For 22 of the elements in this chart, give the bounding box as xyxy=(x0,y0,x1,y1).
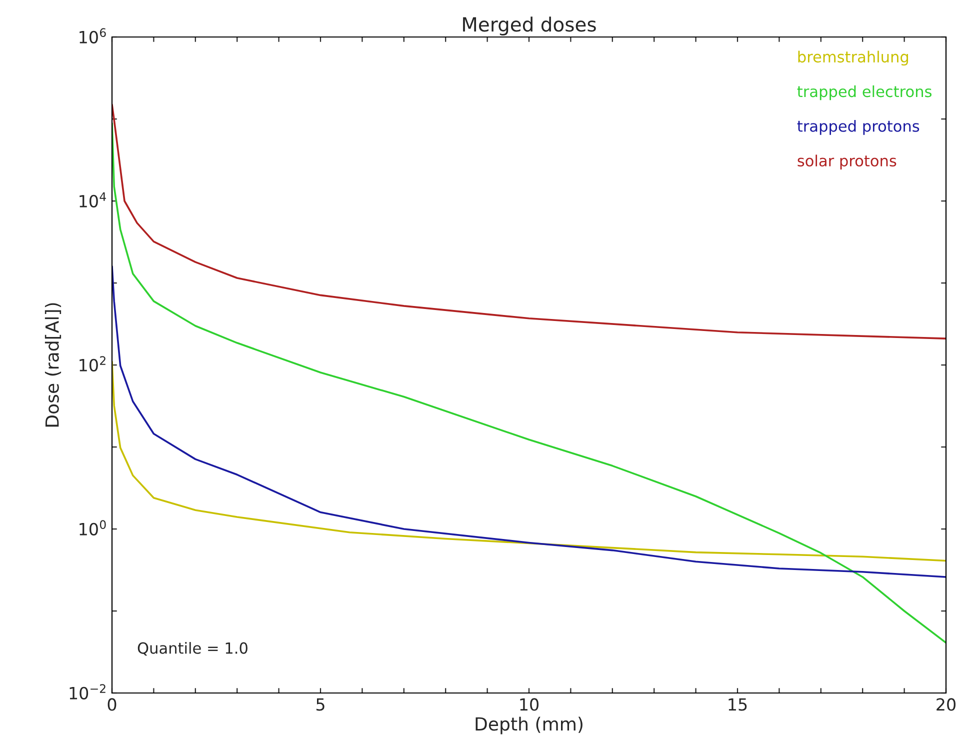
text: trapped electrons xyxy=(797,85,932,100)
y-tick-label: 10$^{0}$ xyxy=(80,520,106,536)
line-series xyxy=(112,104,946,340)
chart-title: Merged doses xyxy=(463,16,596,36)
y-tick-label: 10$^{4}$ xyxy=(80,192,106,208)
line-series xyxy=(112,265,946,578)
text: solar protons xyxy=(798,154,896,170)
x-tick-label: 5 xyxy=(316,698,324,711)
line-series xyxy=(112,360,946,562)
x-tick-label: 0 xyxy=(108,698,116,711)
x-axis-title: Depth (mm) xyxy=(476,716,582,734)
y-tick-label: 10$^{2}$ xyxy=(80,356,106,372)
x-tick-label: 10 xyxy=(520,698,538,711)
y-tick-label: 10$^{−2}$ xyxy=(70,684,106,700)
y-tick-label: 10$^{6}$ xyxy=(80,28,106,44)
line-series xyxy=(112,122,946,644)
text: bremstrahlung xyxy=(798,50,908,66)
x-tick-label: 20 xyxy=(936,698,956,711)
y-axis-title: Dose (rad[Al]) xyxy=(44,303,62,427)
x-tick-label: 15 xyxy=(728,698,747,711)
annotation: Quantile = 1.0 xyxy=(138,642,248,656)
text: trapped protons xyxy=(797,120,920,135)
